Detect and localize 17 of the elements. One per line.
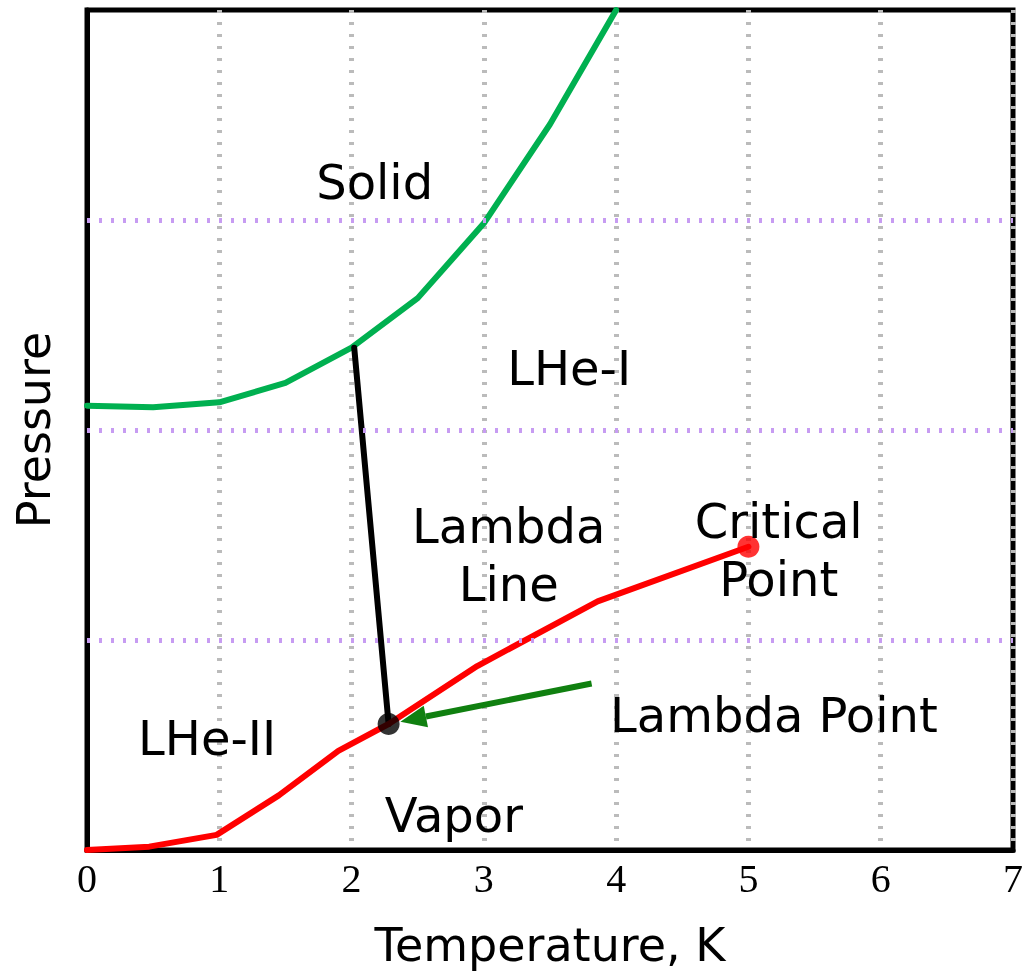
y-axis-title: Pressure [7,331,61,529]
annotation: Vapor [384,786,523,845]
annotation: Lambda Line [411,497,607,614]
x-tick-label: 3 [473,855,494,901]
x-axis-title: Temperature, K [373,918,728,972]
x-tick-label: 6 [870,855,891,901]
x-tick-label: 4 [606,855,627,901]
annotation: Solid [316,153,434,212]
annotation: LHe-I [507,339,632,398]
x-tick-label: 5 [738,855,759,901]
x-tick-label: 1 [209,855,230,901]
annotation: Lambda Point [610,685,938,744]
x-tick-label: 2 [341,855,362,901]
annotation: LHe-II [138,709,277,768]
x-tick-label: 7 [1003,855,1023,901]
annotation: Critical Point [693,491,864,608]
x-tick-label: 0 [77,855,97,901]
